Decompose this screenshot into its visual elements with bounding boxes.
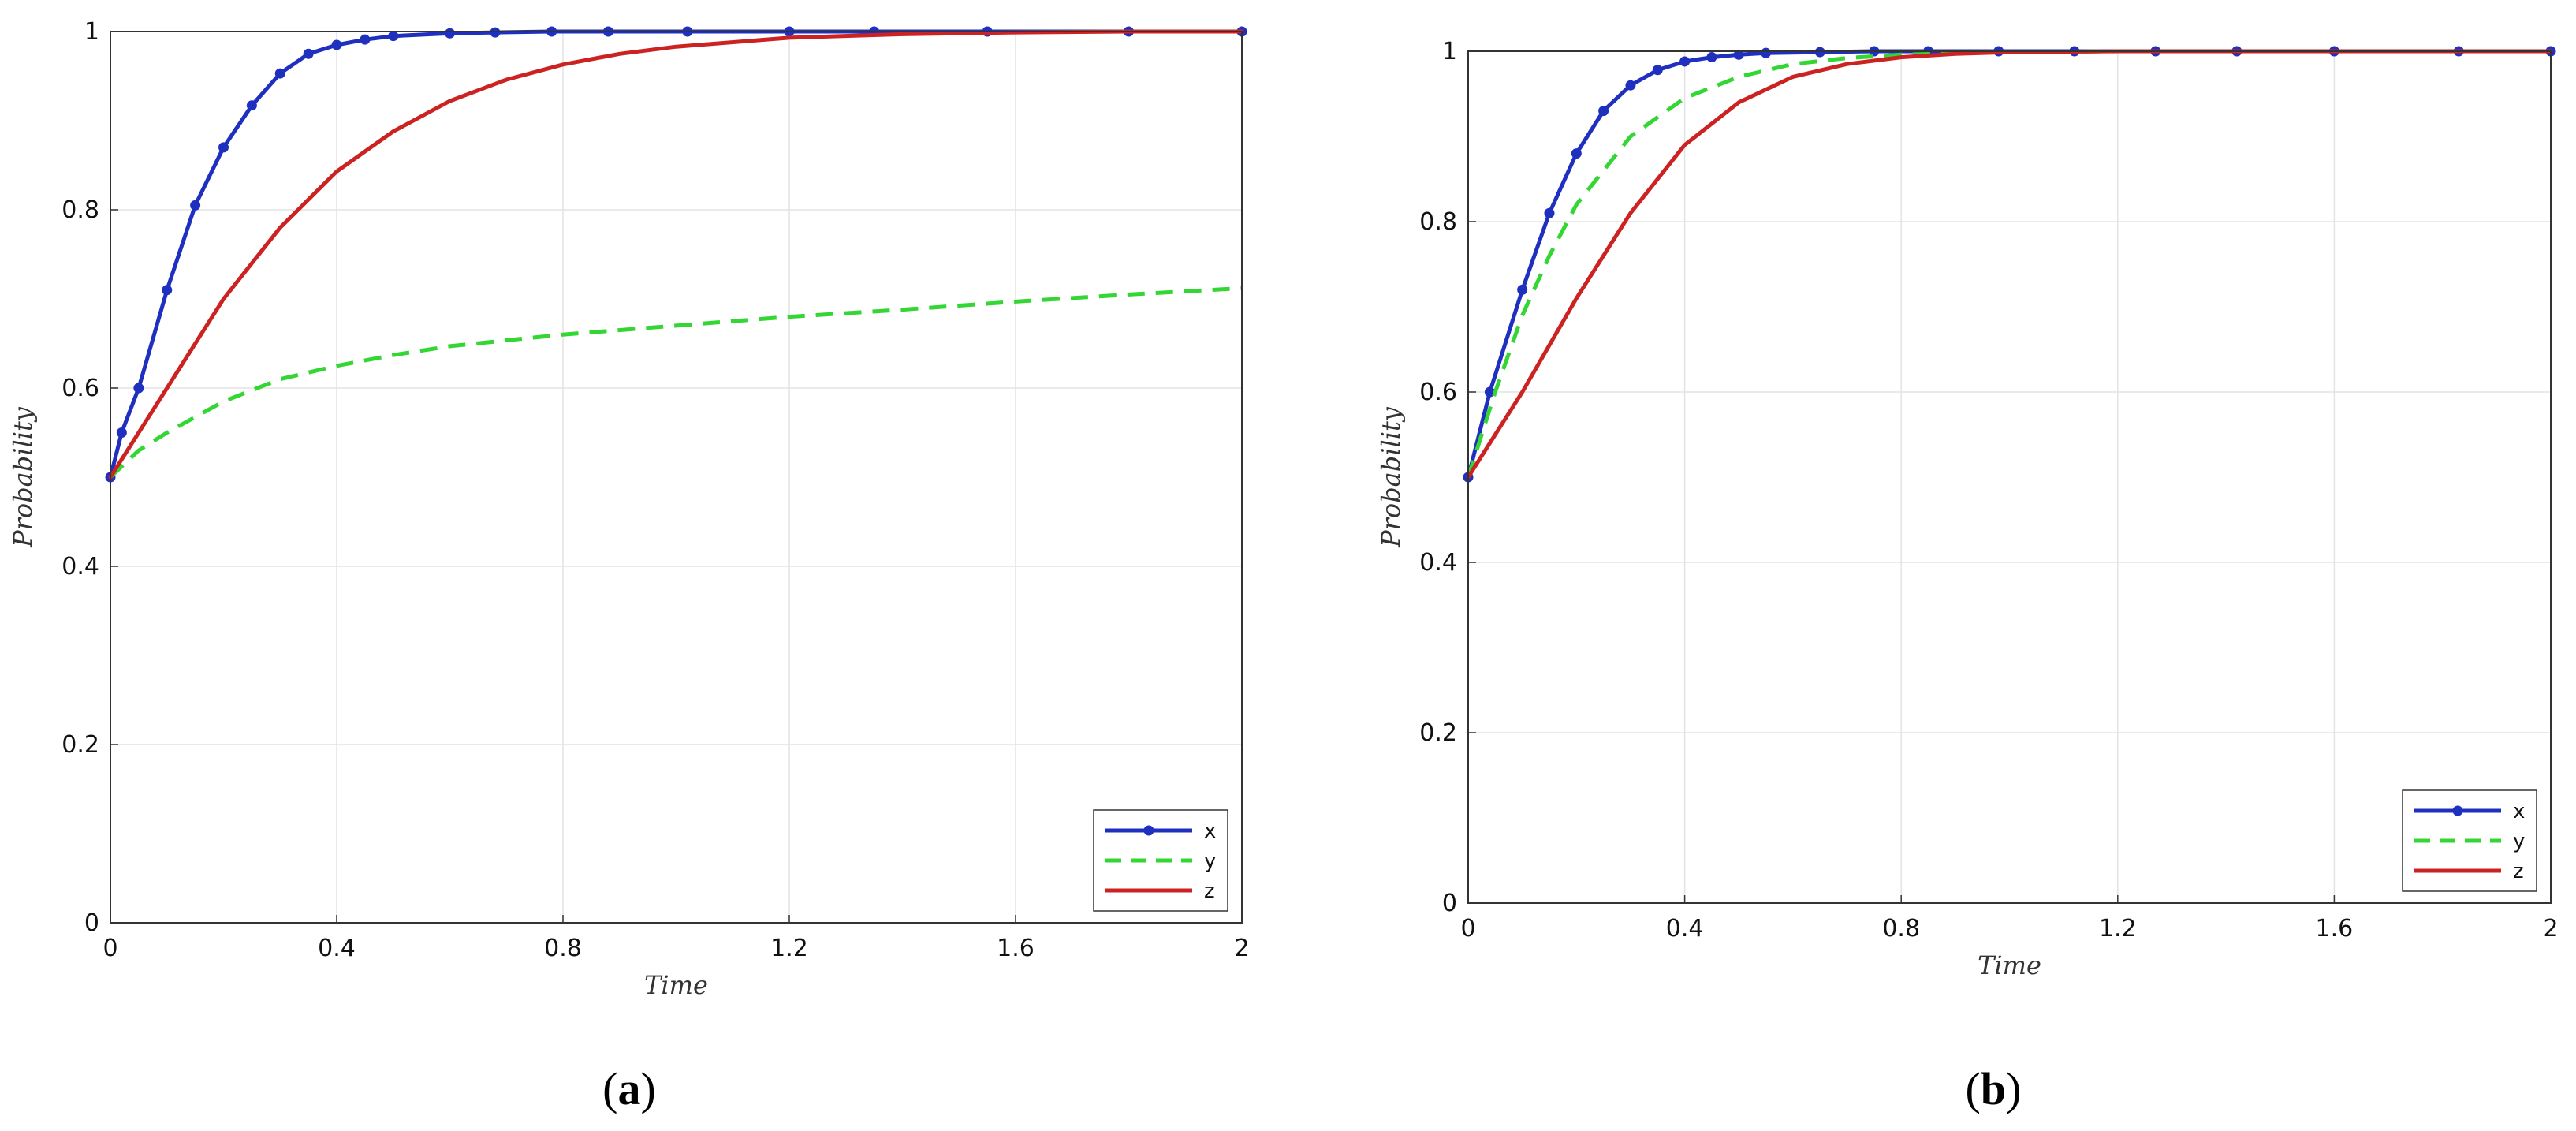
- legend: xyz: [2402, 789, 2537, 892]
- x-tick-label: 0: [1460, 915, 1475, 942]
- y-tick-label: 0.6: [62, 375, 99, 402]
- y-tick-label: 0.8: [62, 196, 99, 224]
- series-marker-x: [1761, 47, 1772, 58]
- series-marker-x: [190, 200, 201, 211]
- x-axis-label: Time: [644, 970, 708, 1000]
- x-tick-label: 1.2: [2099, 915, 2137, 942]
- x-tick-label: 0.8: [1882, 915, 1920, 942]
- plot-area: [1468, 51, 2551, 903]
- legend-label-y: y: [1204, 849, 1216, 873]
- legend-label-z: z: [1204, 879, 1215, 903]
- series-line-y: [109, 286, 1243, 479]
- chart-panel-b: 0 0.4 0.8 1.2 1.6 2 0 0.2 0.4 0.6 0.8 1 Time Probabil…: [1376, 38, 2559, 980]
- caption-a: (a): [602, 1063, 656, 1114]
- series-marker-x: [218, 142, 229, 153]
- legend-marker-x: [2452, 805, 2463, 816]
- series-marker-x: [490, 27, 501, 38]
- series-marker-x: [1679, 56, 1691, 67]
- series-marker-x: [1625, 80, 1636, 91]
- x-tick-label: 0.4: [1666, 915, 1704, 942]
- series-marker-x: [1517, 284, 1528, 295]
- y-axis-label: Probability: [1376, 406, 1406, 548]
- series-marker-x: [360, 34, 371, 45]
- y-tick-label: 0: [1442, 890, 1457, 917]
- series-marker-x: [1571, 148, 1582, 159]
- y-tick-label: 0.6: [1419, 379, 1457, 406]
- y-tick-label: 0.4: [1419, 549, 1457, 577]
- series-marker-x: [116, 427, 127, 438]
- y-tick-label: 0.2: [1419, 719, 1457, 747]
- y-tick-label: 0: [84, 909, 99, 937]
- y-tick-label: 1: [1442, 38, 1457, 65]
- legend-label-x: x: [1204, 819, 1216, 843]
- series-marker-x: [445, 28, 455, 39]
- series-marker-x: [1706, 52, 1717, 63]
- series-marker-x: [1598, 106, 1609, 117]
- x-tick-label: 0.8: [544, 935, 582, 962]
- series-marker-x: [133, 383, 144, 394]
- legend-label-z: z: [2513, 860, 2524, 883]
- x-tick-label: 1.6: [997, 935, 1035, 962]
- y-tick-label: 1: [84, 18, 99, 46]
- chart-panel-a: 0 0.4 0.8 1.2 1.6 2 0 0.2 0.4 0.6 0.8 1 Time Probabil…: [8, 18, 1250, 1000]
- series-line-z: [108, 29, 1244, 480]
- x-tick-label: 2: [2543, 915, 2558, 942]
- legend-marker-x: [1143, 825, 1154, 836]
- x-tick-label: 0.4: [318, 935, 356, 962]
- y-tick-label: 0.2: [62, 731, 99, 759]
- x-tick-label: 2: [1234, 935, 1249, 962]
- series-marker-x: [274, 68, 285, 79]
- legend-label-y: y: [2513, 830, 2525, 853]
- series-marker-x: [303, 48, 314, 59]
- x-axis-label: Time: [1978, 950, 2041, 980]
- legend: xyz: [1093, 809, 1228, 912]
- axes-box: [110, 31, 1243, 924]
- y-tick-label: 0.4: [62, 553, 99, 580]
- x-tick-label: 1.2: [770, 935, 808, 962]
- series-marker-x: [1652, 65, 1663, 76]
- y-tick-label: 0.8: [1419, 208, 1457, 236]
- series-marker-x: [1814, 47, 1825, 58]
- series-marker-x: [1733, 49, 1744, 60]
- x-tick-label: 1.6: [2316, 915, 2354, 942]
- series-marker-x: [331, 39, 342, 50]
- legend-label-x: x: [2513, 800, 2525, 823]
- series-marker-x: [1544, 207, 1555, 218]
- caption-b: (b): [1966, 1063, 2022, 1114]
- x-tick-label: 0: [103, 935, 117, 962]
- series-marker-x: [162, 285, 173, 296]
- axes-box: [1467, 50, 2552, 904]
- series-marker-x: [388, 31, 399, 42]
- plot-area: [110, 32, 1242, 923]
- series-marker-x: [246, 100, 257, 111]
- y-axis-label: Probability: [8, 406, 38, 548]
